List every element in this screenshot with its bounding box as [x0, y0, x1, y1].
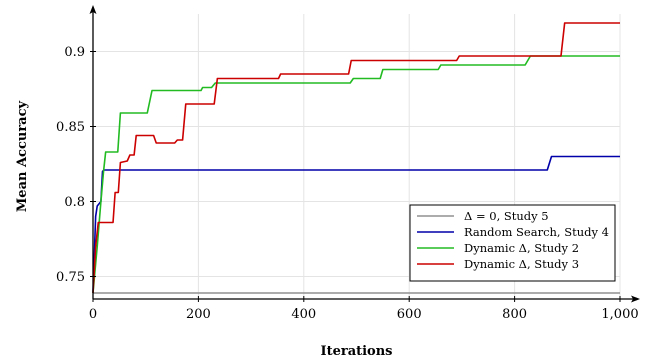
- y-tick-label: 0.75: [56, 270, 85, 285]
- y-axis-title: Mean Accuracy: [15, 100, 30, 212]
- legend-label: Dynamic Δ, Study 2: [464, 241, 579, 255]
- ticks: 0 200 400 600 800 1,000 0.75 0.8 0.85 0.9: [56, 45, 639, 322]
- legend-label: Δ = 0, Study 5: [464, 209, 549, 223]
- y-axis-arrow-icon: [89, 5, 97, 14]
- x-tick-label: 400: [291, 307, 316, 322]
- y-tick-label: 0.85: [56, 120, 85, 135]
- axes: [89, 5, 640, 303]
- x-axis-arrow-icon: [631, 295, 640, 303]
- x-tick-label: 1,000: [601, 307, 638, 322]
- x-tick-label: 600: [397, 307, 422, 322]
- legend-label: Dynamic Δ, Study 3: [464, 257, 579, 271]
- x-tick-label: 0: [89, 307, 97, 322]
- series-line-3: [92, 22, 620, 294]
- legend-box: [409, 204, 616, 282]
- legend-label: Random Search, Study 4: [464, 225, 609, 239]
- y-tick-label: 0.8: [64, 195, 85, 210]
- x-axis-title: Iterations: [320, 344, 392, 359]
- series-line-2: [92, 55, 620, 294]
- legend: Δ = 0, Study 5 Random Search, Study 4 Dyna…: [409, 204, 616, 282]
- x-tick-label: 800: [502, 307, 527, 322]
- x-tick-label: 200: [186, 307, 211, 322]
- series-lines: [92, 22, 620, 294]
- series-line-1: [92, 155, 620, 294]
- y-tick-label: 0.9: [64, 45, 85, 60]
